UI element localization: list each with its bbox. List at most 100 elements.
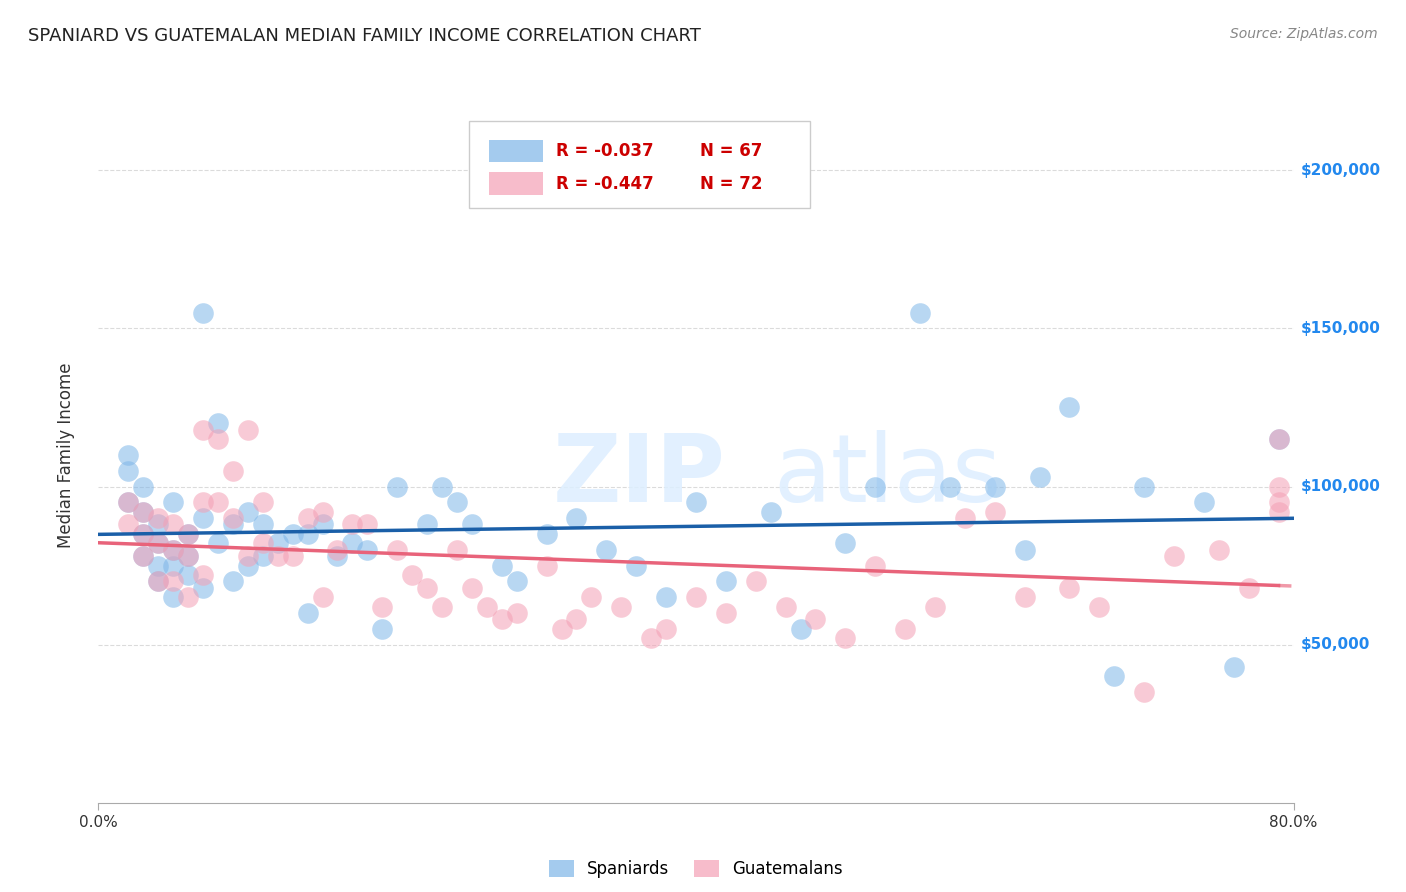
Point <box>342 536 364 550</box>
Point <box>1104 669 1126 683</box>
Point <box>162 591 184 605</box>
Point <box>834 536 856 550</box>
Point <box>1267 479 1289 493</box>
Point <box>236 505 259 519</box>
Point <box>430 599 453 614</box>
Point <box>117 464 139 478</box>
Point <box>267 549 290 563</box>
Point <box>191 495 214 509</box>
Text: SPANIARD VS GUATEMALAN MEDIAN FAMILY INCOME CORRELATION CHART: SPANIARD VS GUATEMALAN MEDIAN FAMILY INC… <box>28 27 702 45</box>
Point <box>177 527 200 541</box>
Point <box>117 517 139 532</box>
Point <box>191 581 214 595</box>
Point <box>236 549 259 563</box>
Text: R = -0.037: R = -0.037 <box>557 142 654 160</box>
Point <box>148 558 170 573</box>
Point <box>236 558 259 573</box>
Point <box>789 622 811 636</box>
Point <box>1133 479 1156 493</box>
Point <box>356 517 378 532</box>
Point <box>536 558 558 573</box>
Point <box>640 632 662 646</box>
Point <box>550 622 572 636</box>
Point <box>1014 542 1036 557</box>
Point <box>207 536 229 550</box>
Point <box>177 549 200 563</box>
Point <box>177 549 200 563</box>
Point <box>132 549 155 563</box>
Point <box>565 511 588 525</box>
Point <box>207 495 229 509</box>
Point <box>177 527 200 541</box>
Point <box>222 464 245 478</box>
Point <box>983 479 1005 493</box>
Point <box>281 527 304 541</box>
Point <box>685 495 707 509</box>
Point <box>132 479 155 493</box>
FancyBboxPatch shape <box>470 121 810 208</box>
Text: N = 72: N = 72 <box>700 175 762 193</box>
Text: $200,000: $200,000 <box>1301 163 1381 178</box>
Point <box>385 542 409 557</box>
Point <box>804 612 827 626</box>
Text: $150,000: $150,000 <box>1301 321 1381 336</box>
Point <box>446 495 468 509</box>
Text: $50,000: $50,000 <box>1301 637 1371 652</box>
Y-axis label: Median Family Income: Median Family Income <box>56 362 75 548</box>
Point <box>416 517 439 532</box>
Point <box>908 305 931 319</box>
Point <box>222 511 245 525</box>
Point <box>595 542 617 557</box>
Point <box>536 527 558 541</box>
Point <box>685 591 707 605</box>
Point <box>191 305 214 319</box>
Point <box>1267 432 1289 446</box>
Point <box>132 527 155 541</box>
Point <box>1059 401 1081 415</box>
Text: R = -0.447: R = -0.447 <box>557 175 654 193</box>
Point <box>162 558 184 573</box>
Point <box>311 591 333 605</box>
Point <box>401 568 423 582</box>
Point <box>865 558 887 573</box>
Point <box>177 591 200 605</box>
Point <box>132 505 155 519</box>
FancyBboxPatch shape <box>489 172 543 194</box>
Point <box>191 511 214 525</box>
Point <box>834 632 856 646</box>
Point <box>117 448 139 462</box>
Point <box>148 517 170 532</box>
Point <box>132 549 155 563</box>
Point <box>207 432 229 446</box>
Point <box>342 517 364 532</box>
Point <box>371 599 394 614</box>
Point <box>1267 432 1289 446</box>
Point <box>714 574 737 589</box>
Point <box>371 622 394 636</box>
Point <box>267 536 290 550</box>
Point <box>983 505 1005 519</box>
Point <box>759 505 782 519</box>
Point <box>446 542 468 557</box>
Point <box>207 417 229 431</box>
Point <box>506 606 529 620</box>
Point <box>222 574 245 589</box>
Point <box>714 606 737 620</box>
Text: ZIP: ZIP <box>553 430 725 522</box>
Point <box>281 549 304 563</box>
Point <box>132 527 155 541</box>
Point <box>1133 685 1156 699</box>
Point <box>117 495 139 509</box>
Legend: Spaniards, Guatemalans: Spaniards, Guatemalans <box>543 854 849 885</box>
Point <box>1088 599 1111 614</box>
Point <box>117 495 139 509</box>
Point <box>148 574 170 589</box>
Text: $100,000: $100,000 <box>1301 479 1381 494</box>
Point <box>236 423 259 437</box>
Point <box>311 505 333 519</box>
Point <box>565 612 588 626</box>
Point <box>506 574 529 589</box>
Point <box>1028 470 1050 484</box>
Point <box>326 542 349 557</box>
Point <box>162 542 184 557</box>
